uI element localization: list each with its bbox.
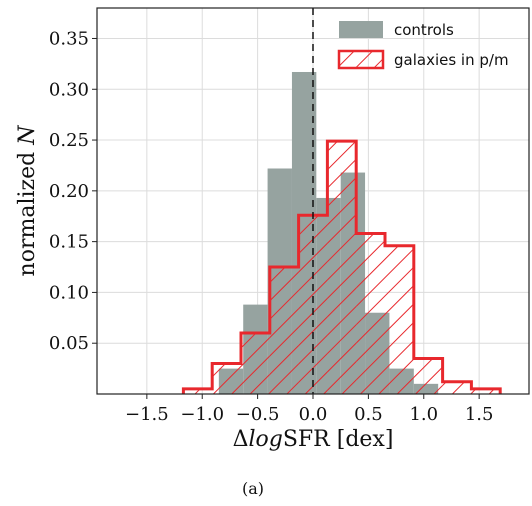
- y-tick-label: 0.25: [49, 130, 89, 151]
- x-axis-label-italic: log: [248, 427, 282, 452]
- legend-label-pm: galaxies in p/m: [394, 51, 509, 69]
- legend-swatch-pm: [337, 49, 385, 70]
- pm-step-outline: [181, 139, 502, 394]
- y-axis-label: normalized N: [15, 125, 40, 277]
- x-axis-label-prefix: Δ: [233, 427, 249, 452]
- x-tick-label: 1.0: [409, 404, 438, 425]
- y-axis-label-prefix: normalized: [15, 145, 40, 277]
- x-tick-label: 0.5: [354, 404, 383, 425]
- pm-bar: [327, 141, 357, 394]
- axis-ticks: −1.5 −1.0 −0.5 0.0 0.5 1.0 1.5 0.05 0.10 0.15 0.20…: [49, 28, 494, 425]
- y-tick-label: 0.05: [49, 333, 89, 354]
- y-tick-label: 0.30: [49, 79, 89, 100]
- x-axis-label-suffix: SFR [dex]: [283, 427, 394, 452]
- pm-bar: [442, 381, 472, 394]
- pm-bar: [183, 388, 213, 394]
- pm-bar: [298, 215, 328, 394]
- pm-bar: [269, 267, 299, 394]
- galaxies-pm-series: [181, 139, 502, 394]
- y-axis-label-italic: N: [15, 125, 40, 146]
- pm-bar: [413, 358, 443, 394]
- figure-caption: (a): [242, 479, 264, 498]
- legend-swatch-controls: [339, 21, 383, 38]
- x-axis-label: ΔlogSFR [dex]: [233, 427, 394, 452]
- legend: controls galaxies in p/m: [337, 21, 509, 70]
- x-tick-label: 1.5: [465, 404, 494, 425]
- x-tick-label: −1.5: [125, 404, 169, 425]
- pm-bar: [471, 388, 501, 394]
- pm-bar: [356, 233, 385, 394]
- pm-bar: [212, 363, 241, 394]
- y-tick-label: 0.35: [49, 28, 89, 49]
- y-tick-label: 0.10: [49, 282, 89, 303]
- legend-label-controls: controls: [394, 21, 454, 39]
- pm-bar: [241, 333, 270, 394]
- x-tick-label: 0.0: [299, 404, 328, 425]
- x-tick-label: −0.5: [236, 404, 280, 425]
- y-tick-label: 0.15: [49, 232, 89, 253]
- pm-bar: [385, 245, 414, 394]
- y-tick-label: 0.20: [49, 181, 89, 202]
- x-tick-label: −1.0: [180, 404, 224, 425]
